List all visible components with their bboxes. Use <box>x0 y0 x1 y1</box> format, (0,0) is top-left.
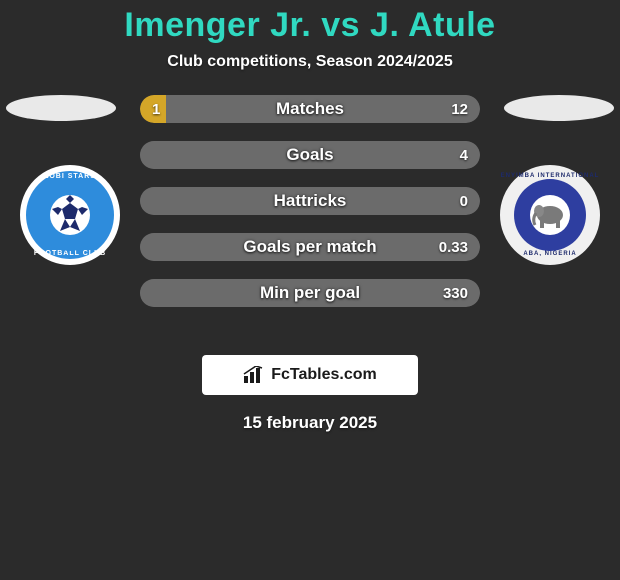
club-badge-left: LOBI STARS FOOTBALL CLUB <box>20 165 120 265</box>
bar-label: Matches <box>140 99 480 119</box>
bar-label: Goals per match <box>140 237 480 257</box>
badge-inner <box>34 179 106 251</box>
badge-bottom-text: FOOTBALL CLUB <box>20 250 120 257</box>
stat-bars: 112Matches 4Goals 0Hattricks 0.33Goals per … <box>140 95 480 307</box>
stat-bar-row: 0.33Goals per match <box>140 233 480 261</box>
page-subtitle: Club competitions, Season 2024/2025 <box>0 53 620 71</box>
soccer-ball-icon <box>48 193 92 237</box>
brand-text: FcTables.com <box>271 366 377 384</box>
brand-box: FcTables.com <box>202 355 418 395</box>
stat-bar-row: 330Min per goal <box>140 279 480 307</box>
date-text: 15 february 2025 <box>0 413 620 433</box>
elephant-icon <box>528 193 572 237</box>
main-panel: LOBI STARS FOOTBALL CLUB ENYIMBA INTERNA… <box>0 95 620 335</box>
stat-bar-row: 0Hattricks <box>140 187 480 215</box>
player-left-shadow <box>6 95 116 121</box>
badge-bottom-text: ABA, NIGERIA <box>500 251 600 257</box>
stat-bar-row: 4Goals <box>140 141 480 169</box>
bar-label: Goals <box>140 145 480 165</box>
comparison-infographic: Imenger Jr. vs J. Atule Club competition… <box>0 0 620 580</box>
club-badge-right: ENYIMBA INTERNATIONAL ABA, NIGERIA <box>500 165 600 265</box>
bar-label: Min per goal <box>140 283 480 303</box>
stat-bar-row: 112Matches <box>140 95 480 123</box>
bar-label: Hattricks <box>140 191 480 211</box>
page-title: Imenger Jr. vs J. Atule <box>0 0 620 45</box>
player-right-shadow <box>504 95 614 121</box>
barchart-icon <box>243 366 265 384</box>
badge-inner <box>514 179 586 251</box>
